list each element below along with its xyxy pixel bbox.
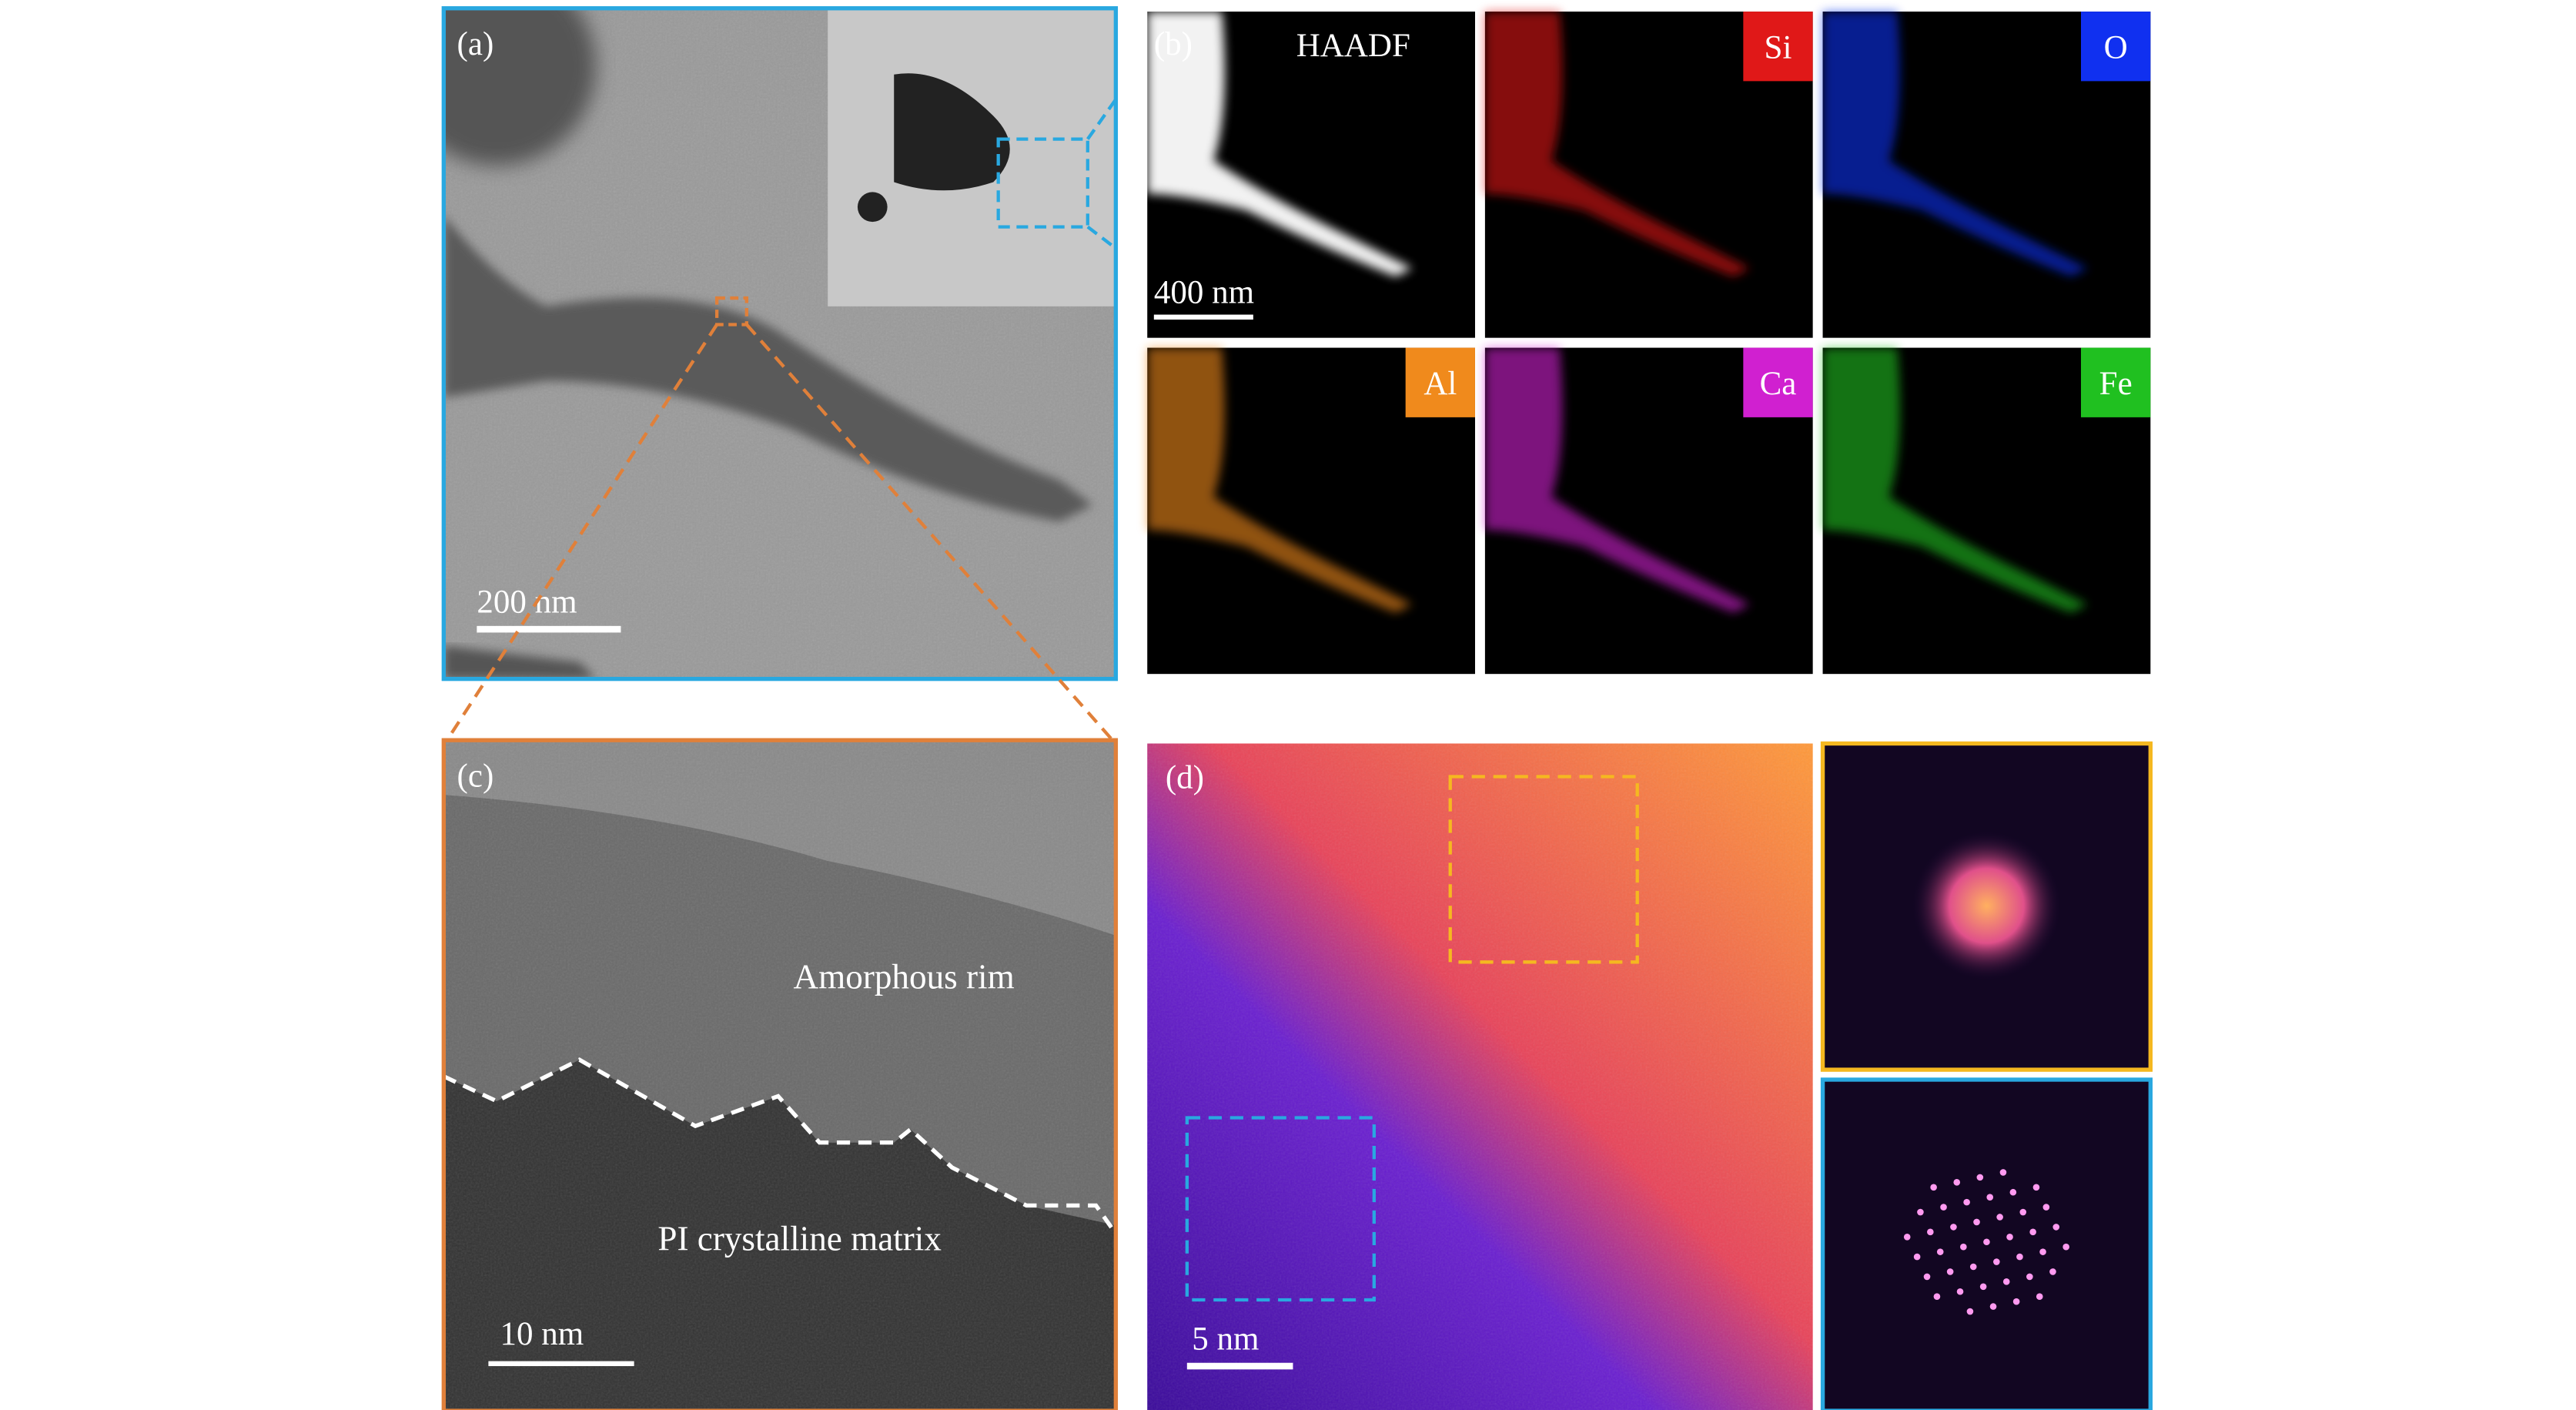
panel-c-border: [441, 738, 1119, 1410]
map-tag: [1743, 12, 1813, 82]
fft-spot: [1993, 1258, 2000, 1265]
fft-spot: [2039, 1248, 2046, 1255]
map-label: Fe: [2099, 366, 2133, 402]
map-tag: [1743, 347, 1813, 417]
fft-spot: [2029, 1228, 2036, 1236]
scale-bar: [488, 1361, 634, 1367]
fft-spot: [1946, 1268, 1954, 1275]
fft-spot: [1976, 1174, 1984, 1181]
map-label: Si: [1765, 29, 1792, 65]
fft-spot: [1989, 1303, 1997, 1310]
fft-spot: [1960, 1243, 1967, 1251]
fft-spot: [2006, 1233, 2013, 1241]
fft-spot: [1956, 1288, 1964, 1295]
panel-b: HAADF Si O Al Ca Fe: [1147, 12, 2151, 675]
fft-spot: [1913, 1253, 1921, 1261]
fft-spot: [1936, 1248, 1944, 1255]
fft-spot: [1903, 1233, 1911, 1241]
fft-spot: [1950, 1224, 1957, 1231]
fft-spot: [1986, 1194, 1994, 1201]
panel-label: (c): [457, 758, 494, 794]
panel-a: [443, 8, 1116, 679]
map-tag: [2081, 347, 2151, 417]
map-signal: [1822, 12, 2088, 277]
map-tag: [1405, 347, 1475, 417]
fft-spot: [1933, 1293, 1941, 1301]
annotation: Amorphous rim: [794, 958, 1015, 996]
fft-spot: [2049, 1268, 2056, 1275]
panel-d: [1147, 741, 2153, 1410]
fft-spot: [1927, 1228, 1934, 1236]
fft-spot: [2036, 1293, 2043, 1301]
fft-spot: [2016, 1253, 2023, 1261]
scale-bar: [1153, 314, 1253, 320]
map-label: Ca: [1760, 366, 1797, 402]
fft-spot: [1963, 1198, 1970, 1206]
map-signal: [1484, 347, 1750, 613]
panel-a-border: [441, 6, 1119, 682]
annotation: PI crystalline matrix: [657, 1219, 942, 1258]
map-tag: [2081, 12, 2151, 82]
fft-spot: [1940, 1204, 1947, 1211]
fft-spot: [2012, 1298, 2020, 1305]
panel-c: [443, 740, 1116, 1410]
fft-spot: [2032, 1184, 2040, 1191]
fft-spot: [2052, 1224, 2060, 1231]
fft-spot: [1983, 1238, 1990, 1246]
fft-spot: [1973, 1218, 1980, 1226]
fft-spot: [1953, 1179, 1961, 1186]
map-label: O: [2104, 29, 2128, 65]
fft-spot: [2019, 1208, 2027, 1216]
fft-spot: [1923, 1273, 1931, 1281]
map-label: HAADF: [1296, 28, 1410, 64]
map-label: Al: [1423, 366, 1457, 402]
scale-bar: [1186, 1362, 1293, 1370]
fft-spot: [2042, 1204, 2050, 1211]
panel-label: (d): [1166, 760, 1204, 796]
fft-spot: [1979, 1283, 1987, 1291]
scale-bar-label: 400 nm: [1154, 275, 1254, 311]
map-signal: [1147, 12, 1413, 277]
scale-bar-label: 5 nm: [1192, 1321, 1259, 1358]
panel-label: (b): [1154, 26, 1193, 62]
fft-spot: [2062, 1243, 2069, 1251]
scale-bar: [477, 625, 621, 633]
map-signal: [1484, 12, 1750, 277]
map-signal: [1822, 347, 2088, 613]
fft-spot: [1999, 1169, 2007, 1176]
fft-spot: [1930, 1184, 1937, 1191]
fft-spot: [1996, 1214, 2003, 1221]
fft-spot: [1917, 1208, 1924, 1216]
fft-spot: [2002, 1278, 2010, 1285]
map-signal: [1147, 347, 1413, 613]
panel-label: (a): [457, 26, 494, 62]
scale-bar-label: 10 nm: [500, 1316, 584, 1352]
fft-spot: [2026, 1273, 2033, 1281]
fft-spot: [2009, 1188, 2017, 1196]
fft-spot: [1969, 1263, 1977, 1271]
fft-spot: [1966, 1308, 1974, 1315]
